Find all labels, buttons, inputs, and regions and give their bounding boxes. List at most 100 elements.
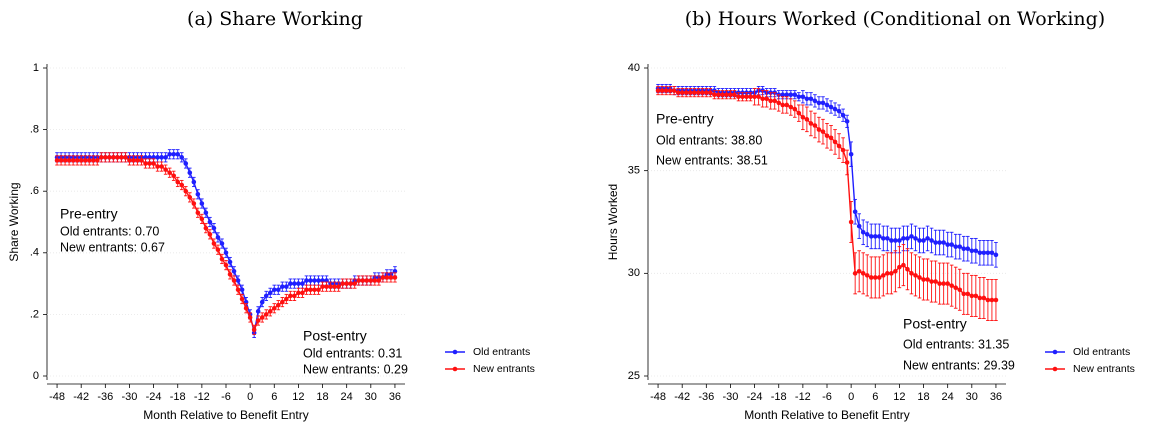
point <box>856 223 862 229</box>
point <box>131 158 136 163</box>
point <box>316 278 321 283</box>
point <box>275 302 281 308</box>
point <box>384 275 390 280</box>
point <box>171 173 177 179</box>
point <box>231 278 237 283</box>
point <box>800 114 806 120</box>
point <box>312 287 317 293</box>
legend-marker <box>1052 349 1058 355</box>
point <box>804 96 810 102</box>
y-tick-label: 25 <box>628 370 640 382</box>
legend-marker <box>1052 366 1058 372</box>
x-tick-label: 24 <box>341 391 353 403</box>
point <box>167 151 172 157</box>
point <box>227 259 233 265</box>
point <box>263 293 269 299</box>
point <box>300 281 305 286</box>
point <box>223 250 229 256</box>
legend-marker <box>452 366 458 372</box>
x-tick-label: -48 <box>650 391 666 403</box>
point <box>804 117 810 122</box>
point <box>78 158 84 163</box>
point <box>957 287 963 293</box>
point <box>123 155 128 160</box>
point <box>905 236 910 241</box>
point <box>259 299 265 305</box>
point <box>860 271 866 276</box>
point <box>340 281 345 286</box>
point <box>227 272 233 277</box>
point <box>175 179 181 185</box>
point <box>961 246 967 251</box>
point <box>99 155 104 160</box>
point <box>159 155 164 160</box>
point <box>909 271 914 276</box>
x-tick-label: 36 <box>389 391 401 403</box>
x-tick-label: 6 <box>271 391 277 403</box>
point <box>816 100 822 106</box>
y-axis-label: Share Working <box>7 182 21 261</box>
legend-item: Old entrants <box>1045 346 1130 358</box>
point <box>941 240 946 245</box>
point <box>848 151 854 157</box>
point <box>54 158 60 163</box>
point <box>901 236 906 241</box>
point <box>985 297 991 303</box>
point <box>772 98 778 104</box>
point <box>788 104 794 110</box>
point <box>82 158 88 163</box>
point <box>94 158 100 163</box>
annotation: Pre-entry <box>60 206 118 222</box>
point <box>840 112 846 118</box>
point <box>691 90 697 95</box>
point <box>163 167 168 172</box>
point <box>219 256 225 262</box>
point <box>889 238 894 243</box>
x-tick-label: 12 <box>893 391 905 403</box>
point <box>700 90 705 95</box>
point <box>659 88 665 93</box>
point <box>191 179 197 185</box>
point <box>937 240 942 245</box>
y-tick-label: .4 <box>30 247 39 259</box>
point <box>776 100 782 106</box>
y-tick-label: .2 <box>30 308 39 320</box>
point <box>223 262 229 268</box>
point <box>768 98 773 104</box>
point <box>271 305 277 311</box>
x-tick-label: -36 <box>698 391 714 403</box>
annotation: Post-entry <box>303 328 367 344</box>
point <box>872 275 878 280</box>
point <box>993 252 999 258</box>
legend-item: Old entrants <box>445 346 530 358</box>
point <box>336 284 341 289</box>
point <box>832 139 838 145</box>
point <box>957 244 963 249</box>
y-axis-label: Hours Worked <box>606 184 620 260</box>
point <box>756 94 761 100</box>
point <box>876 275 882 280</box>
point <box>171 151 177 157</box>
legend-marker <box>452 349 458 355</box>
point <box>263 312 269 317</box>
point <box>324 284 329 289</box>
x-axis-label: Month Relative to Benefit Entry <box>744 408 909 422</box>
point <box>663 88 669 93</box>
point <box>203 225 209 231</box>
x-tick-label: -18 <box>170 391 186 403</box>
x-tick-label: -30 <box>122 391 138 403</box>
point <box>284 296 289 302</box>
point <box>925 236 930 241</box>
point <box>937 281 942 286</box>
point <box>724 92 729 97</box>
point <box>848 219 854 225</box>
point <box>215 247 221 253</box>
point <box>856 268 862 274</box>
point <box>712 92 717 97</box>
point <box>107 155 112 160</box>
point <box>748 94 753 100</box>
point <box>860 229 866 235</box>
point <box>872 234 878 239</box>
point <box>945 242 950 247</box>
